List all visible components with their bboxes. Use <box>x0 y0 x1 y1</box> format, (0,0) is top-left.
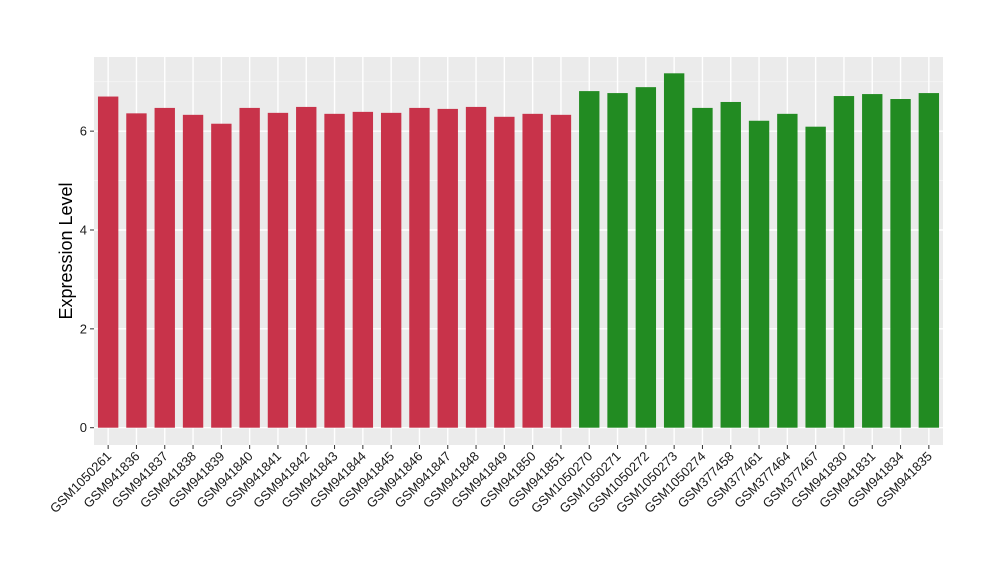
bar <box>267 112 289 428</box>
bar <box>579 91 600 428</box>
bar <box>494 116 515 428</box>
bar <box>607 93 628 428</box>
x-axis: GSM1050261GSM941836GSM941837GSM941838GSM… <box>47 445 935 516</box>
bar <box>522 113 543 428</box>
bar <box>862 94 883 428</box>
bar <box>748 120 770 428</box>
bar <box>918 93 940 428</box>
bar <box>890 99 911 428</box>
bar <box>352 111 374 428</box>
minor-gridlines <box>94 81 943 379</box>
bar <box>635 87 657 428</box>
bar <box>154 107 175 428</box>
bar <box>409 107 430 428</box>
y-tick-label: 6 <box>80 124 87 139</box>
bar <box>833 96 855 428</box>
bar <box>465 106 487 428</box>
bar <box>692 107 713 428</box>
bar <box>720 101 741 428</box>
bar <box>437 108 458 428</box>
bar <box>663 73 685 428</box>
bar <box>550 114 572 428</box>
y-tick-label: 4 <box>80 222 87 237</box>
y-tick-label: 2 <box>80 321 87 336</box>
bar <box>126 113 147 428</box>
y-axis: 0 2 4 6 <box>80 124 94 435</box>
bar <box>805 126 826 428</box>
bar <box>211 123 232 428</box>
bars <box>97 73 940 428</box>
bar <box>324 113 345 428</box>
bar <box>380 112 402 428</box>
bar <box>296 106 317 428</box>
plot-panel <box>94 57 943 445</box>
bar <box>97 96 119 428</box>
bar <box>239 107 260 428</box>
y-tick-label: 0 <box>80 420 87 435</box>
y-axis-title: Expression Level <box>56 182 76 319</box>
bar <box>182 114 204 428</box>
bar <box>777 113 798 428</box>
